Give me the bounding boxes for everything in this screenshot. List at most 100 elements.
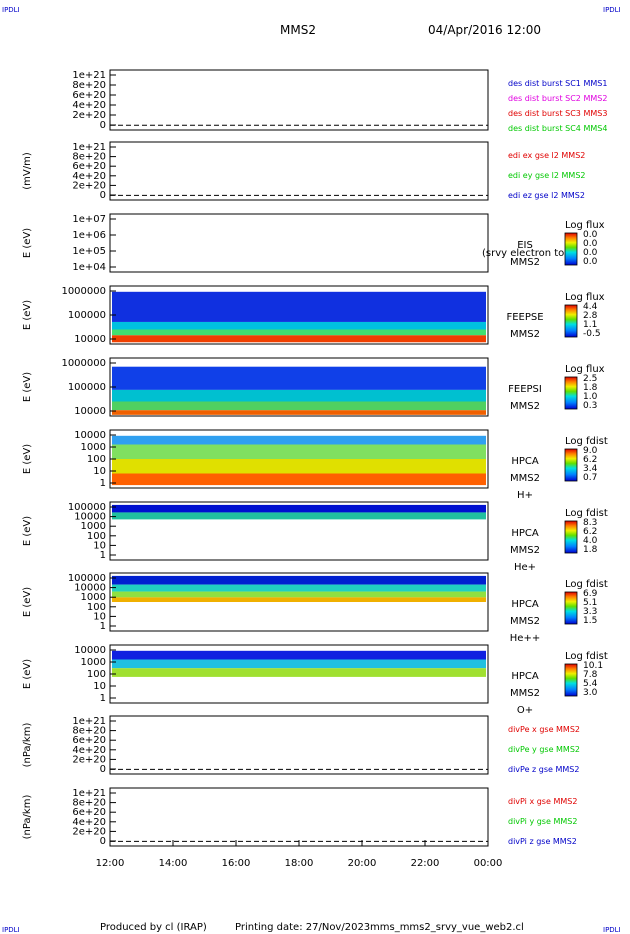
panel-5-band-3 bbox=[112, 473, 486, 486]
panel-1-ytick-2: 6e+20 bbox=[72, 161, 106, 172]
corner-br: IPDLI bbox=[603, 926, 621, 934]
panel-8-label-0: HPCA bbox=[511, 671, 539, 682]
panel-2-ytick-0: 1e+07 bbox=[72, 214, 106, 225]
panel-6-cbar-tick-0: 8.3 bbox=[583, 518, 597, 528]
panel-6-band-1 bbox=[112, 512, 486, 520]
panel-3-band-0 bbox=[112, 291, 486, 322]
panel-4-label-1: MMS2 bbox=[510, 401, 540, 412]
panel-7-ytick-3: 100 bbox=[87, 602, 106, 613]
panel-0-ytick-1: 8e+20 bbox=[72, 80, 106, 91]
panel-8-cbar-tick-0: 10.1 bbox=[583, 661, 603, 671]
panel-6-ytick-3: 100 bbox=[87, 531, 106, 542]
panel-6-cbar-title: Log fdist bbox=[565, 508, 608, 519]
panel-7-ytick-4: 10 bbox=[93, 611, 106, 622]
panel-7-ytick-2: 1000 bbox=[81, 592, 106, 603]
corner-tl: IPDLI bbox=[2, 6, 20, 14]
panel-9-ytick-3: 4e+20 bbox=[72, 745, 106, 756]
panel-9-frame bbox=[109, 715, 489, 775]
panel-2-ytick-1: 1e+06 bbox=[72, 230, 106, 241]
panel-5-cbar-tick-1: 6.2 bbox=[583, 455, 597, 465]
panel-3-cbar-tick-0: 4.4 bbox=[583, 302, 598, 312]
panel-2-cbar-title: Log flux bbox=[565, 220, 605, 231]
panel-6-label-2: He+ bbox=[514, 562, 536, 573]
panel-5-ytick-2: 100 bbox=[87, 454, 106, 465]
panel-10-frame bbox=[109, 787, 489, 847]
panel-7-label-1: MMS2 bbox=[510, 616, 540, 627]
panel-7-colorbar bbox=[564, 591, 578, 625]
xaxis-tick-0: 12:00 bbox=[96, 858, 125, 869]
panel-4-cbar-tick-2: 1.0 bbox=[583, 392, 598, 402]
panel-8-ytick-1: 1000 bbox=[81, 657, 106, 668]
panel-6-ytick-2: 1000 bbox=[81, 521, 106, 532]
panel-3-cbar-tick-3: -0.5 bbox=[583, 329, 601, 339]
panel-3-ylabel: E (eV) bbox=[22, 300, 33, 330]
panel-4-colorbar bbox=[564, 376, 578, 410]
panel-8-colorbar bbox=[564, 663, 578, 697]
panel-6-ytick-4: 10 bbox=[93, 540, 106, 551]
panel-9-ytick-5: 0 bbox=[100, 764, 106, 775]
panel-2: 1e+07 1e+06 1e+05 1e+04 E (eV) EIS MMS2(srvy e… bbox=[22, 213, 605, 273]
panel-5-ylabel: E (eV) bbox=[22, 444, 33, 474]
panel-10-ytick-2: 6e+20 bbox=[72, 807, 106, 818]
panel-8-band-2 bbox=[112, 668, 486, 677]
panel-3-cbar-tick-2: 1.1 bbox=[583, 320, 597, 330]
panel-5-cbar-tick-0: 9.0 bbox=[583, 446, 598, 456]
panel-5-ytick-0: 10000 bbox=[74, 430, 106, 441]
panel-7-band-0 bbox=[112, 575, 486, 585]
panel-0-legend-2: des dist burst SC3 MMS3 bbox=[508, 109, 607, 118]
panel-7-label-2: He++ bbox=[510, 633, 540, 644]
panel-8-band-0 bbox=[112, 650, 486, 660]
panel-3-colorbar bbox=[564, 304, 578, 338]
footer-file: mms_mms2_srvy_vue_web2.cl bbox=[370, 922, 524, 933]
panel-4-ylabel: E (eV) bbox=[22, 372, 33, 402]
panel-2-cbar-tick-1: 0.0 bbox=[583, 239, 598, 249]
panel-4-band-2 bbox=[112, 401, 486, 411]
panel-9-ylabel: (nPa/km) bbox=[22, 723, 33, 768]
xaxis-tick-2: 16:00 bbox=[222, 858, 251, 869]
panel-3-cbar-title: Log flux bbox=[565, 292, 605, 303]
panel-8-cbar-tick-1: 7.8 bbox=[583, 670, 598, 680]
panel-8-ylabel: E (eV) bbox=[22, 659, 33, 689]
panel-8-ytick-4: 1 bbox=[100, 693, 106, 704]
panel-6-cbar-tick-3: 1.8 bbox=[583, 545, 598, 555]
panel-4-cbar-tick-3: 0.3 bbox=[583, 401, 597, 411]
panel-9-ytick-0: 1e+21 bbox=[72, 716, 106, 727]
panel-1-frame bbox=[109, 141, 489, 201]
panel-7-band-1 bbox=[112, 584, 486, 592]
panel-3-band-3 bbox=[112, 335, 486, 343]
panel-4-band-0 bbox=[112, 366, 486, 390]
panel-5-label-0: HPCA bbox=[511, 456, 539, 467]
panel-9-ytick-4: 2e+20 bbox=[72, 754, 106, 765]
xaxis-tick-1: 14:00 bbox=[159, 858, 188, 869]
panel-4-band-3 bbox=[112, 410, 486, 415]
panel-1-ytick-4: 2e+20 bbox=[72, 180, 106, 191]
panel-0-legend-3: des dist burst SC4 MMS4 bbox=[508, 124, 607, 133]
panel-6-ytick-1: 10000 bbox=[74, 512, 106, 523]
panel-9-ytick-2: 6e+20 bbox=[72, 735, 106, 746]
panel-4-band-1 bbox=[112, 389, 486, 402]
panel-9-legend-0: divPe x gse MMS2 bbox=[508, 725, 580, 734]
panel-2-ytick-2: 1e+05 bbox=[72, 246, 106, 257]
footer-printing: Printing date: 27/Nov/2023 bbox=[235, 922, 370, 933]
panel-8-label-2: O+ bbox=[517, 705, 533, 716]
panel-4-ytick-1: 100000 bbox=[68, 382, 106, 393]
panel-5-cbar-tick-2: 3.4 bbox=[583, 464, 598, 474]
panel-5-cbar-title: Log fdist bbox=[565, 436, 608, 447]
panel-2-overlay: (srvy electron to bbox=[482, 248, 564, 259]
panel-6-cbar-tick-1: 6.2 bbox=[583, 527, 597, 537]
panel-2-label-1: MMS2 bbox=[510, 257, 540, 268]
panel-7-cbar-tick-3: 1.5 bbox=[583, 616, 597, 626]
panel-9-legend-2: divPe z gse MMS2 bbox=[508, 765, 579, 774]
panel-7-ytick-0: 100000 bbox=[68, 573, 106, 584]
panel-6-ytick-5: 1 bbox=[100, 550, 106, 561]
panel-3-band-2 bbox=[112, 329, 486, 336]
panel-0-frame bbox=[109, 69, 489, 131]
panel-8-cbar-tick-2: 5.4 bbox=[583, 679, 598, 689]
